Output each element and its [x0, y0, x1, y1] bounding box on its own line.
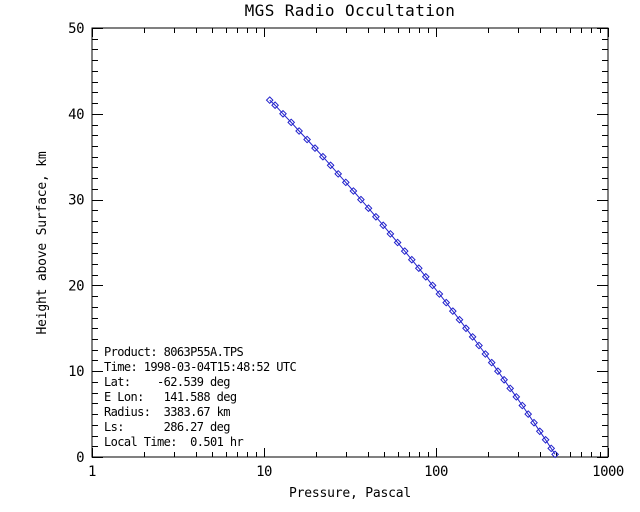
annotation-line-ls: Ls: 286.27 deg	[104, 420, 230, 434]
data-point-marker	[500, 375, 509, 384]
data-point-marker	[487, 358, 496, 367]
y-tick-label: 10	[68, 364, 84, 380]
data-point-marker	[318, 152, 327, 161]
annotation-line-product: Product: 8063P55A.TPS	[104, 345, 243, 359]
axis-ticks	[92, 28, 609, 458]
data-point-marker	[400, 247, 409, 256]
annotation-line-localtime: Local Time: 0.501 hr	[104, 435, 243, 449]
data-point-marker	[455, 315, 464, 324]
data-point-marker	[371, 212, 380, 221]
data-point-marker	[435, 290, 444, 298]
annotation-line-elon: E Lon: 141.588 deg	[104, 390, 237, 404]
y-tick-label: 20	[68, 278, 84, 294]
data-point-marker	[341, 178, 350, 187]
data-point-marker	[414, 264, 423, 273]
profile-line	[269, 99, 556, 455]
data-point-marker	[356, 195, 365, 204]
data-point-marker	[386, 229, 395, 238]
data-point-marker	[334, 169, 343, 178]
data-point-marker	[421, 272, 430, 281]
data-point-marker	[530, 418, 538, 427]
data-point-marker	[481, 350, 490, 358]
data-point-marker	[303, 135, 312, 144]
data-point-marker	[547, 444, 556, 453]
annotation-block: Product: 8063P55A.TPS Time: 1998-03-04T1…	[104, 345, 297, 449]
y-tick-labels: 0 10 20 30 40 50	[68, 21, 84, 466]
data-point-marker	[287, 118, 296, 127]
y-axis-title: Height above Surface, km	[35, 151, 50, 334]
y-tick-label: 30	[68, 193, 84, 209]
annotation-line-time: Time: 1998-03-04T15:48:52 UTC	[104, 360, 296, 374]
data-point-marker	[448, 307, 457, 316]
data-point-marker	[506, 384, 515, 393]
data-point-marker	[512, 392, 521, 401]
x-tick-label: 100	[424, 464, 448, 480]
annotation-line-lat: Lat: -62.539 deg	[104, 375, 230, 389]
chart-title: MGS Radio Occultation	[245, 1, 456, 20]
data-point-marker	[271, 101, 280, 110]
data-point-marker	[407, 255, 416, 264]
data-point-marker	[442, 298, 451, 307]
data-point-marker	[349, 187, 358, 195]
y-tick-label: 0	[76, 450, 84, 466]
x-tick-label: 1	[88, 464, 96, 480]
data-point-marker	[462, 324, 470, 333]
x-tick-labels: 1 10 100 1000	[88, 464, 624, 480]
data-point-marker	[364, 204, 373, 213]
data-point-marker	[541, 435, 550, 444]
data-point-marker	[518, 401, 527, 410]
data-series	[265, 96, 560, 459]
data-point-marker	[468, 332, 477, 341]
data-point-marker	[551, 450, 560, 459]
data-point-marker	[535, 427, 544, 436]
plot-frame	[91, 27, 609, 458]
data-point-marker	[279, 109, 287, 118]
y-tick-label: 50	[68, 21, 84, 37]
data-point-marker	[379, 221, 388, 230]
annotation-line-radius: Radius: 3383.67 km	[104, 405, 230, 419]
data-point-marker	[428, 281, 437, 290]
data-point-marker	[295, 127, 304, 135]
data-point-marker	[311, 144, 319, 153]
x-tick-label: 1000	[592, 464, 624, 480]
data-point-marker	[493, 367, 502, 376]
data-point-marker	[326, 161, 335, 170]
x-tick-label: 10	[256, 464, 272, 480]
data-point-marker	[393, 238, 402, 247]
y-tick-label: 40	[68, 107, 84, 123]
x-axis-title: Pressure, Pascal	[289, 486, 411, 501]
data-point-marker	[265, 96, 274, 105]
data-point-marker	[475, 341, 483, 350]
data-point-marker	[524, 410, 533, 419]
